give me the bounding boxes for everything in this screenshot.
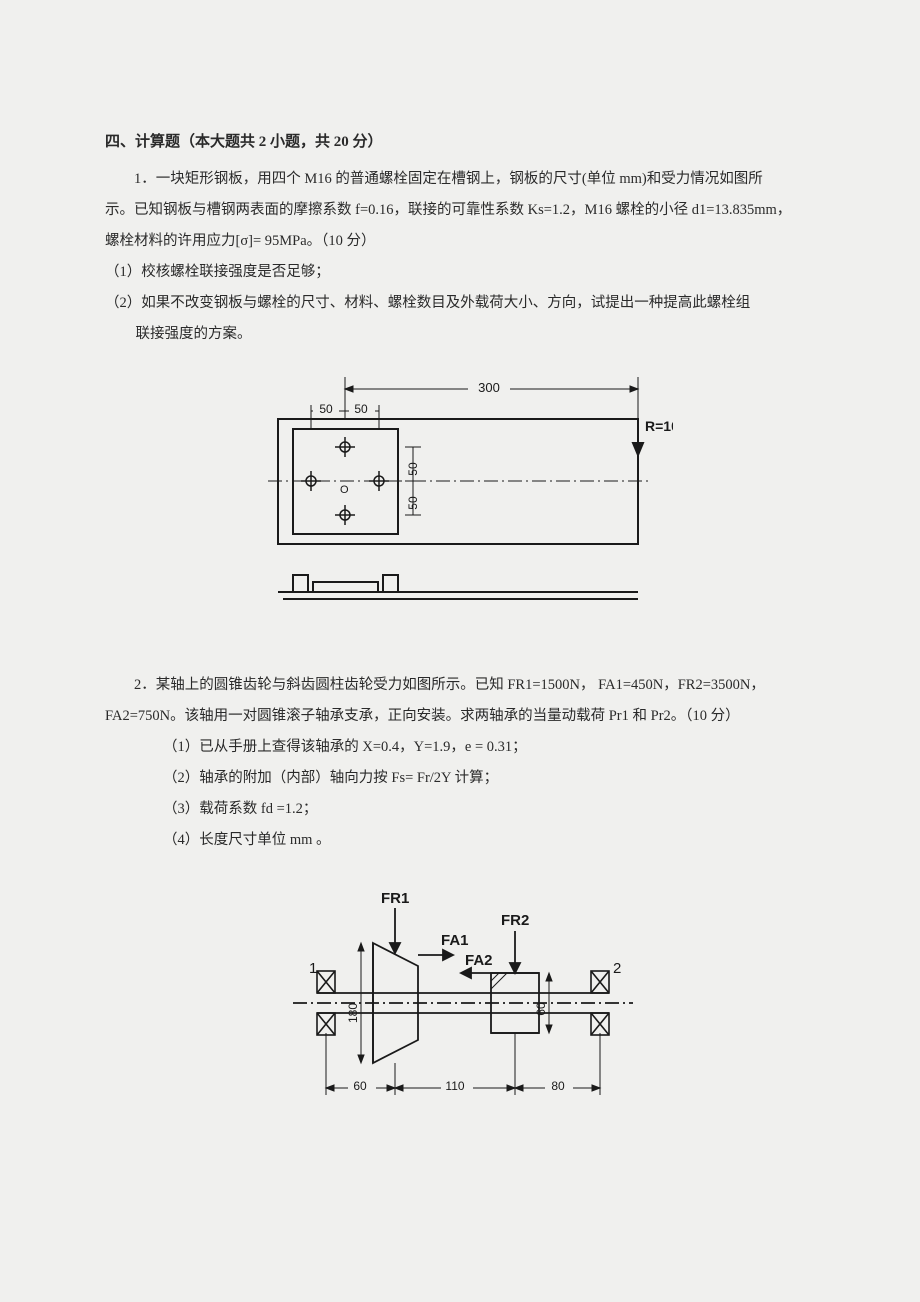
q1-line1: 1．一块矩形钢板，用四个 M16 的普通螺栓固定在槽钢上，钢板的尺寸(单位 mm… xyxy=(105,165,820,194)
svg-text:FR1: FR1 xyxy=(381,890,409,907)
svg-text:50: 50 xyxy=(406,496,420,510)
q1-line5: （2）如果不改变钢板与螺栓的尺寸、材料、螺栓数目及外载荷大小、方向，试提出一种提… xyxy=(105,289,820,318)
svg-text:60: 60 xyxy=(353,1079,367,1093)
svg-text:60: 60 xyxy=(534,1002,548,1016)
svg-text:300: 300 xyxy=(478,380,500,395)
svg-text:50: 50 xyxy=(319,402,333,416)
q2-figure: 1 2 FR1 xyxy=(273,873,653,1123)
q2-line3: （1）已从手册上查得该轴承的 X=0.4，Y=1.9，e = 0.31； xyxy=(105,733,820,762)
q1-line6: 联接强度的方案。 xyxy=(105,320,820,349)
q1-line4: （1）校核螺栓联接强度是否足够； xyxy=(105,258,820,287)
svg-text:2: 2 xyxy=(613,960,621,977)
svg-text:O: O xyxy=(340,484,349,496)
svg-text:FA2: FA2 xyxy=(465,952,493,969)
svg-text:180: 180 xyxy=(346,1003,360,1023)
q2-line4: （2）轴承的附加（内部）轴向力按 Fs= Fr/2Y 计算； xyxy=(105,764,820,793)
q2-line6: （4）长度尺寸单位 mm 。 xyxy=(105,826,820,855)
svg-text:R=1000N: R=1000N xyxy=(645,418,673,434)
q2-line5: （3）载荷系数 fd =1.2； xyxy=(105,795,820,824)
q1-figure-container: O 300 50 50 xyxy=(105,367,820,637)
q2-figure-container: 1 2 FR1 xyxy=(105,873,820,1123)
svg-text:50: 50 xyxy=(354,402,368,416)
svg-text:FR2: FR2 xyxy=(501,912,529,929)
q1-line2: 示。已知钢板与槽钢两表面的摩擦系数 f=0.16，联接的可靠性系数 Ks=1.2… xyxy=(105,196,820,225)
section-heading: 四、计算题（本大题共 2 小题，共 20 分） xyxy=(105,130,820,151)
svg-text:110: 110 xyxy=(445,1079,464,1093)
svg-text:80: 80 xyxy=(551,1079,565,1093)
svg-text:1: 1 xyxy=(309,960,317,977)
q1-line3: 螺栓材料的许用应力[σ]= 95MPa。（10 分） xyxy=(105,227,820,256)
q2-line2: FA2=750N。该轴用一对圆锥滚子轴承支承，正向安装。求两轴承的当量动载荷 P… xyxy=(105,702,820,731)
svg-text:50: 50 xyxy=(406,462,420,476)
q2-line1: 2．某轴上的圆锥齿轮与斜齿圆柱齿轮受力如图所示。已知 FR1=1500N， FA… xyxy=(105,671,820,700)
svg-text:FA1: FA1 xyxy=(441,932,469,949)
q1-figure: O 300 50 50 xyxy=(253,367,673,637)
